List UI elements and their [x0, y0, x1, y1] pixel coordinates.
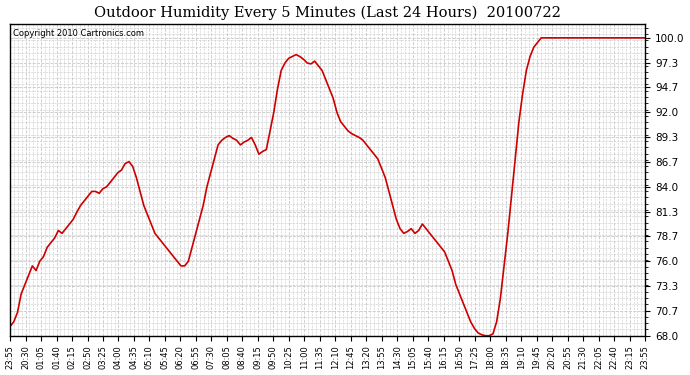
Text: Copyright 2010 Cartronics.com: Copyright 2010 Cartronics.com: [13, 28, 144, 38]
Title: Outdoor Humidity Every 5 Minutes (Last 24 Hours)  20100722: Outdoor Humidity Every 5 Minutes (Last 2…: [95, 6, 561, 20]
